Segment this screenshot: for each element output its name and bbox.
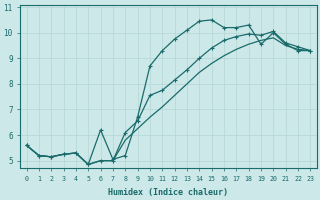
X-axis label: Humidex (Indice chaleur): Humidex (Indice chaleur)	[108, 188, 228, 197]
